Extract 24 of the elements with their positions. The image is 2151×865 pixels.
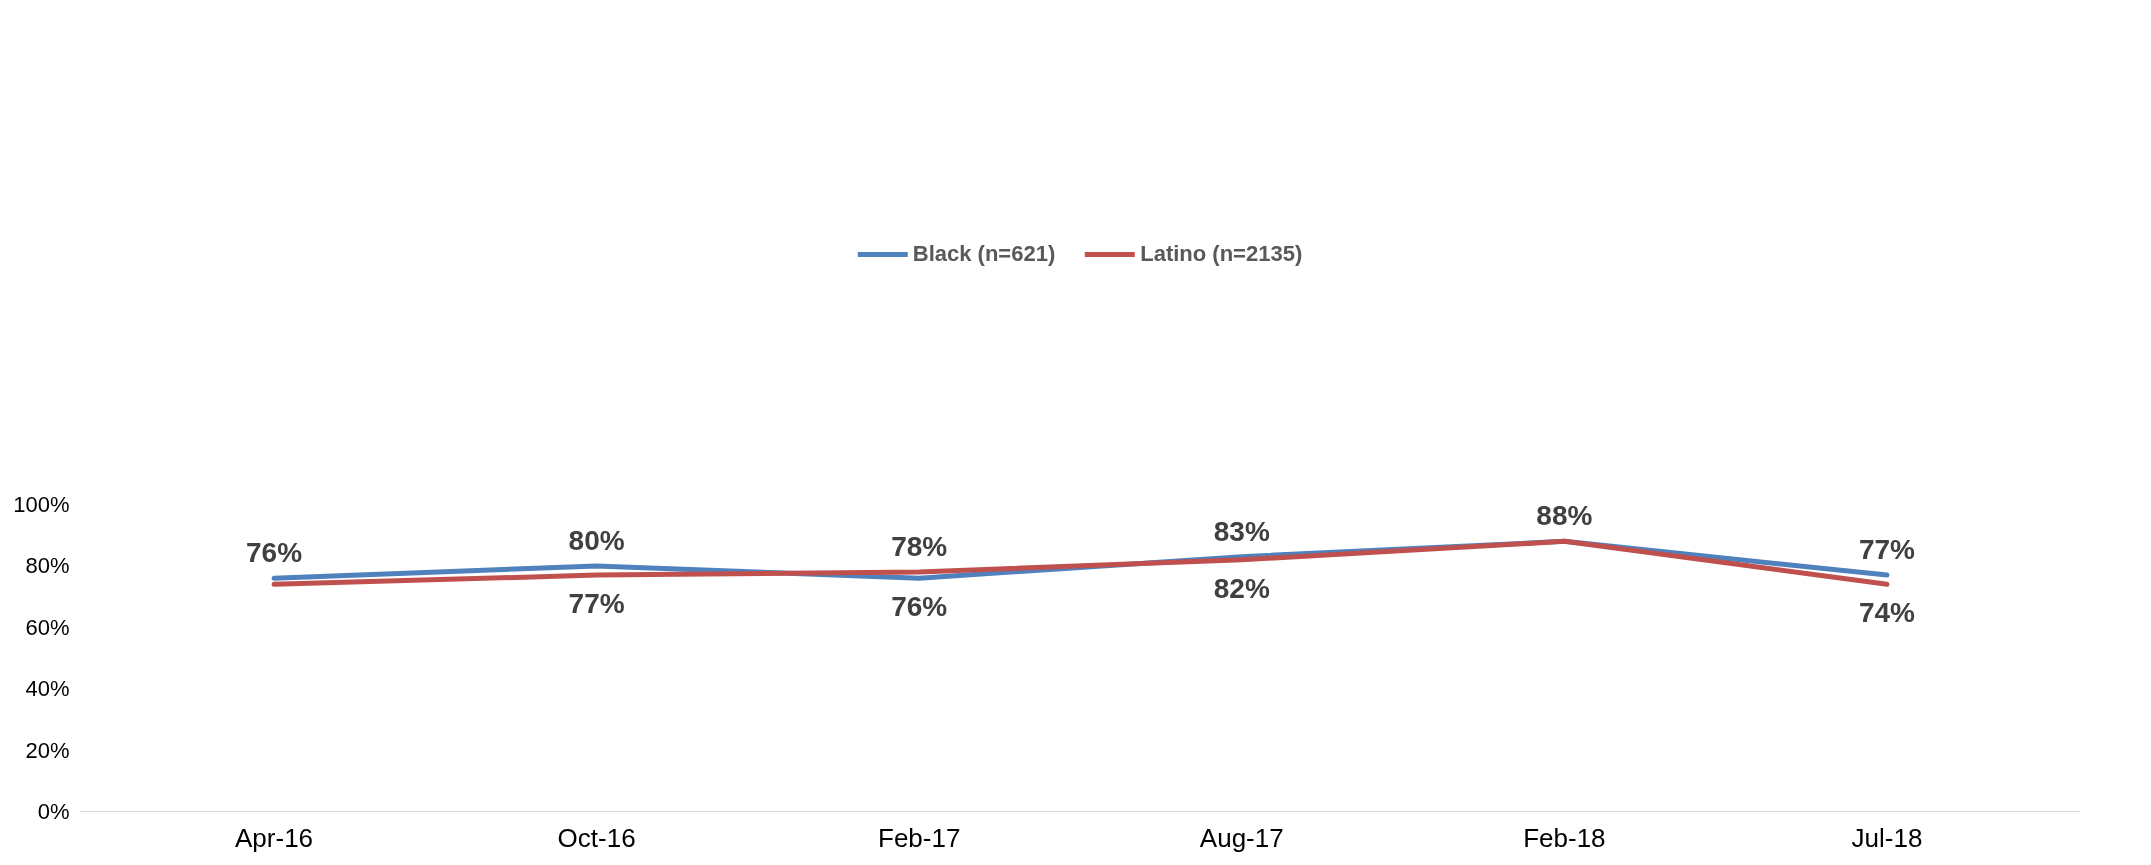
data-label: 76%	[246, 537, 303, 569]
x-tick-label: Feb-18	[1523, 822, 1606, 853]
legend-label: Black (n=621)	[912, 241, 1056, 267]
legend-label: Latino (n=2135)	[1140, 241, 1303, 267]
y-tick-label: 40%	[25, 676, 70, 702]
data-label: 77%	[1858, 534, 1916, 566]
x-tick-label: Aug-17	[1199, 822, 1284, 853]
data-label: 80%	[568, 524, 625, 556]
y-tick-label: 100%	[13, 492, 70, 517]
y-tick-label: 0%	[37, 799, 70, 824]
x-tick-label: Feb-17	[878, 822, 961, 853]
y-tick-label: 20%	[25, 737, 70, 763]
data-label: 76%	[891, 591, 948, 623]
data-label: 83%	[1213, 515, 1270, 547]
x-tick-label: Apr-16	[235, 822, 314, 853]
data-label: 77%	[568, 588, 625, 620]
x-tick-label: Oct-16	[557, 822, 636, 853]
data-label: 82%	[1213, 572, 1270, 604]
x-tick-label: Jul-18	[1851, 822, 1923, 853]
data-label: 74%	[1858, 597, 1916, 629]
data-label: 78%	[891, 531, 948, 563]
y-tick-label: 80%	[25, 553, 70, 579]
data-label: 88%	[1536, 500, 1593, 532]
y-tick-label: 60%	[25, 614, 70, 640]
